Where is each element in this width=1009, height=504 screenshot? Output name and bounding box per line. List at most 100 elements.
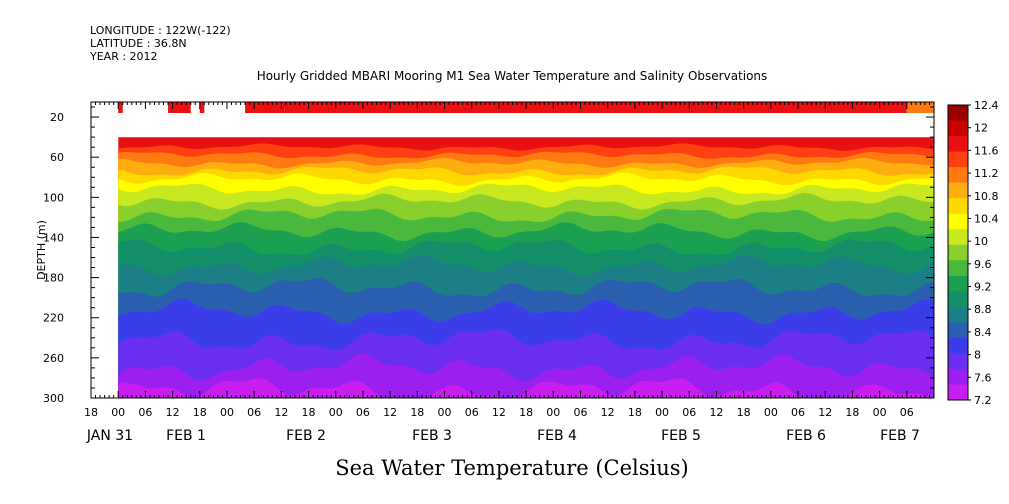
- colorbar-swatch: [948, 151, 968, 168]
- x-hour-label: 12: [601, 406, 615, 419]
- x-day-label: JAN 31: [86, 428, 133, 444]
- colorbar-label: 7.2: [974, 394, 992, 407]
- surface-bin: [245, 102, 907, 113]
- x-day-label: FEB 2: [286, 428, 326, 444]
- x-hour-label: 00: [764, 406, 778, 419]
- longitude-label: LONGITUDE : 122W(-122): [90, 24, 231, 37]
- year-label: YEAR : 2012: [89, 50, 158, 63]
- x-hour-label: 06: [573, 406, 587, 419]
- colorbar-swatch: [948, 353, 968, 370]
- x-hour-label: 06: [791, 406, 805, 419]
- colorbar-swatch: [948, 136, 968, 153]
- x-hour-label: 18: [193, 406, 207, 419]
- x-hour-label: 00: [873, 406, 887, 419]
- x-hour-label: 00: [111, 406, 125, 419]
- x-hour-label: 12: [166, 406, 180, 419]
- y-tick-label: 60: [50, 151, 64, 164]
- x-hour-label: 00: [546, 406, 560, 419]
- x-day-label: FEB 3: [412, 428, 452, 444]
- colorbar-swatch: [948, 167, 968, 184]
- colorbar-label: 12.4: [974, 99, 999, 112]
- colorbar: 12.4 12 11.6 11.2 10.8 10.4 10 9.6 9.2 8.8 8.4 8 7.6…: [947, 99, 999, 407]
- x-hour-label: 06: [138, 406, 152, 419]
- colorbar-swatch: [948, 291, 968, 308]
- x-hour-label: 00: [329, 406, 343, 419]
- x-day-label: FEB 4: [537, 428, 577, 444]
- colorbar-label: 12: [974, 122, 988, 135]
- y-axis-label: DEPTH (m): [35, 220, 48, 280]
- temperature-band: [118, 353, 934, 398]
- x-hour-label: 06: [247, 406, 261, 419]
- x-day-label: FEB 7: [880, 428, 920, 444]
- y-tick-label: 260: [43, 352, 64, 365]
- x-hour-label: 18: [410, 406, 424, 419]
- y-tick-label: 300: [43, 392, 64, 405]
- colorbar-swatch: [948, 368, 968, 385]
- x-hour-label: 12: [709, 406, 723, 419]
- chart-title: Hourly Gridded MBARI Mooring M1 Sea Wate…: [257, 69, 768, 83]
- colorbar-swatch: [948, 260, 968, 277]
- x-hour-label: 06: [465, 406, 479, 419]
- colorbar-border: [947, 104, 969, 401]
- colorbar-label: 8: [974, 349, 981, 362]
- colorbar-swatch: [948, 198, 968, 215]
- colorbar-label: 8.4: [974, 326, 992, 339]
- y-tick-label: 140: [43, 231, 64, 244]
- x-day-label: FEB 6: [786, 428, 826, 444]
- colorbar-swatch: [948, 213, 968, 230]
- plot-area: [118, 137, 934, 398]
- x-hour-label: 12: [818, 406, 832, 419]
- x-day-label: FEB 5: [661, 428, 701, 444]
- colorbar-swatch: [948, 306, 968, 323]
- colorbar-label: 11.2: [974, 167, 999, 180]
- colorbar-swatch: [948, 337, 968, 354]
- y-axis: 20 60 100 140 180 220 260 300: [43, 106, 934, 405]
- x-hour-label: 00: [655, 406, 669, 419]
- x-hour-label: 00: [220, 406, 234, 419]
- x-hour-label: 18: [84, 406, 98, 419]
- colorbar-swatch: [948, 275, 968, 292]
- x-hour-label: 12: [492, 406, 506, 419]
- x-hour-label: 12: [274, 406, 288, 419]
- x-hour-label: 12: [383, 406, 397, 419]
- colorbar-swatch: [948, 105, 968, 122]
- colorbar-swatch: [948, 244, 968, 261]
- temperature-bands: [118, 137, 934, 398]
- x-hour-label: 18: [845, 406, 859, 419]
- surface-bins: [118, 102, 934, 113]
- latitude-label: LATITUDE : 36.8N: [90, 37, 187, 50]
- colorbar-label: 7.6: [974, 371, 992, 384]
- colorbar-label: 8.8: [974, 303, 992, 316]
- colorbar-label: 10.4: [974, 212, 999, 225]
- colorbar-label: 9.6: [974, 258, 992, 271]
- y-tick-label: 100: [43, 191, 64, 204]
- colorbar-swatch: [948, 229, 968, 246]
- colorbar-label: 10.8: [974, 190, 999, 203]
- x-hour-label: 18: [302, 406, 316, 419]
- x-hour-label: 18: [737, 406, 751, 419]
- x-hour-label: 06: [356, 406, 370, 419]
- colorbar-label: 9.2: [974, 281, 992, 294]
- y-tick-label: 20: [50, 111, 64, 124]
- x-axis: 18 00 06 12 18 00 06 12 18 00 06 12 18 00 06 12 18 00 06 12…: [84, 102, 935, 444]
- y-tick-label: 180: [43, 272, 64, 285]
- surface-bin: [199, 102, 205, 113]
- colorbar-swatch: [948, 384, 968, 401]
- x-hour-label: 18: [519, 406, 533, 419]
- colorbar-label: 11.6: [974, 144, 999, 157]
- x-hour-label: 18: [628, 406, 642, 419]
- colorbar-swatch: [948, 322, 968, 339]
- x-hour-label: 00: [438, 406, 452, 419]
- colorbar-swatch: [948, 182, 968, 199]
- surface-bin: [118, 102, 123, 113]
- x-axis-title: Sea Water Temperature (Celsius): [335, 456, 689, 480]
- surface-bin: [168, 102, 191, 113]
- surface-bin: [906, 102, 934, 113]
- x-hour-label: 06: [682, 406, 696, 419]
- y-tick-label: 220: [43, 312, 64, 325]
- colorbar-label: 10: [974, 235, 988, 248]
- temperature-band: [118, 378, 932, 398]
- x-hour-label: 06: [900, 406, 914, 419]
- x-day-label: FEB 1: [166, 428, 206, 444]
